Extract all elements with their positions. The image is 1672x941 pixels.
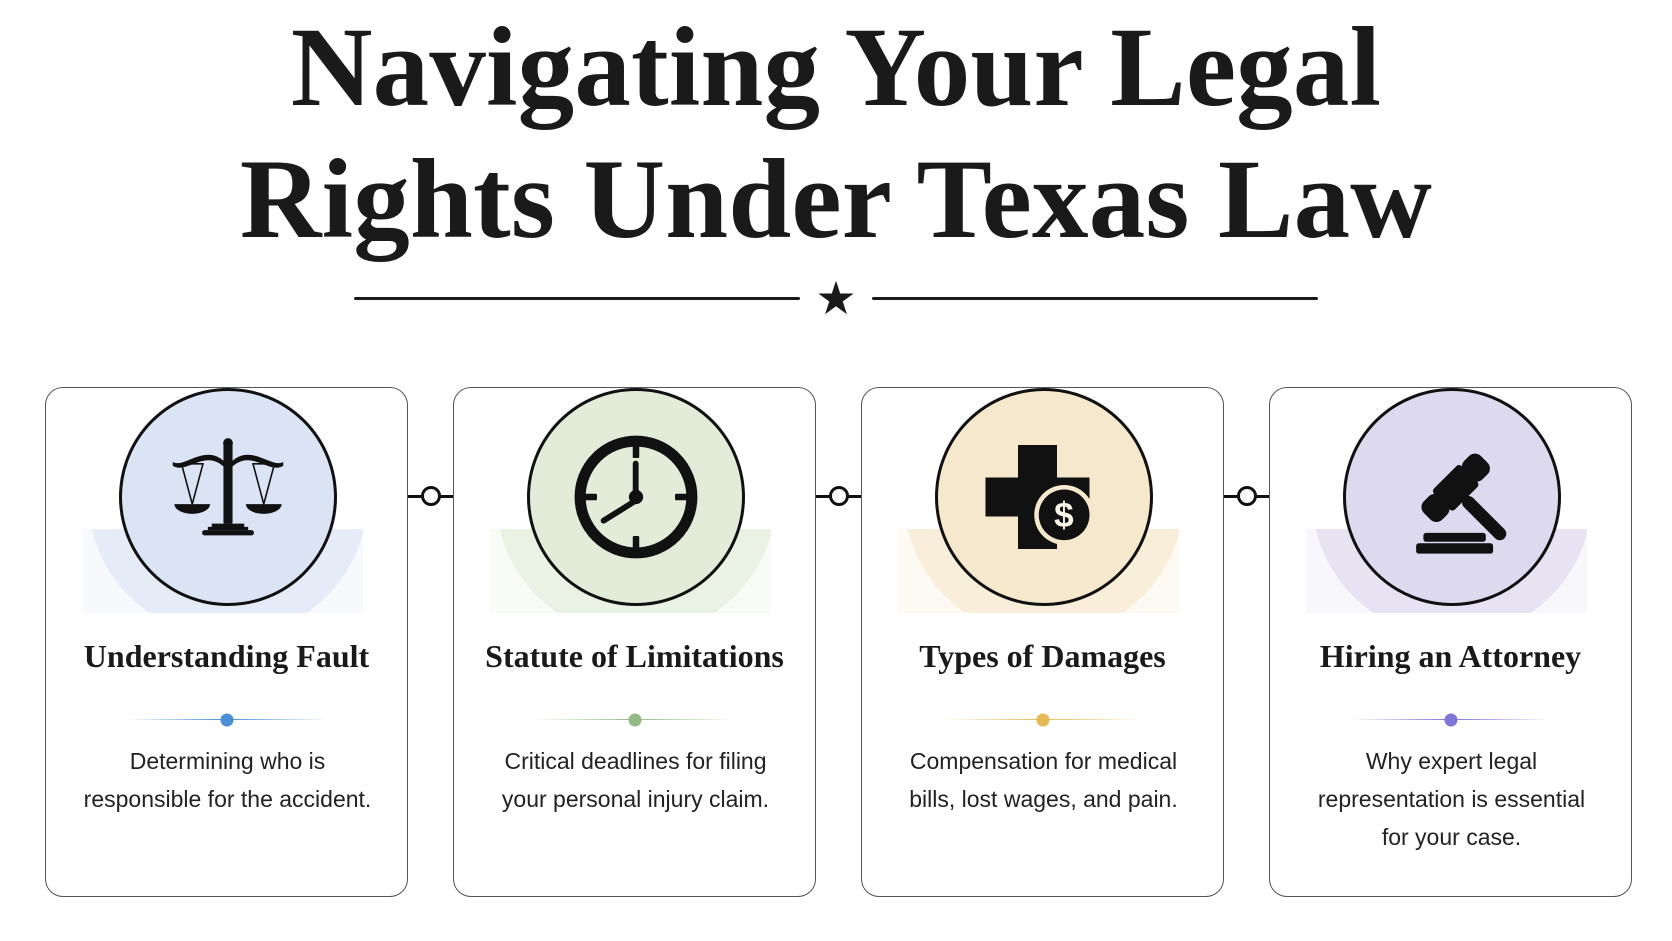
svg-text:$: $ [1054, 496, 1074, 535]
